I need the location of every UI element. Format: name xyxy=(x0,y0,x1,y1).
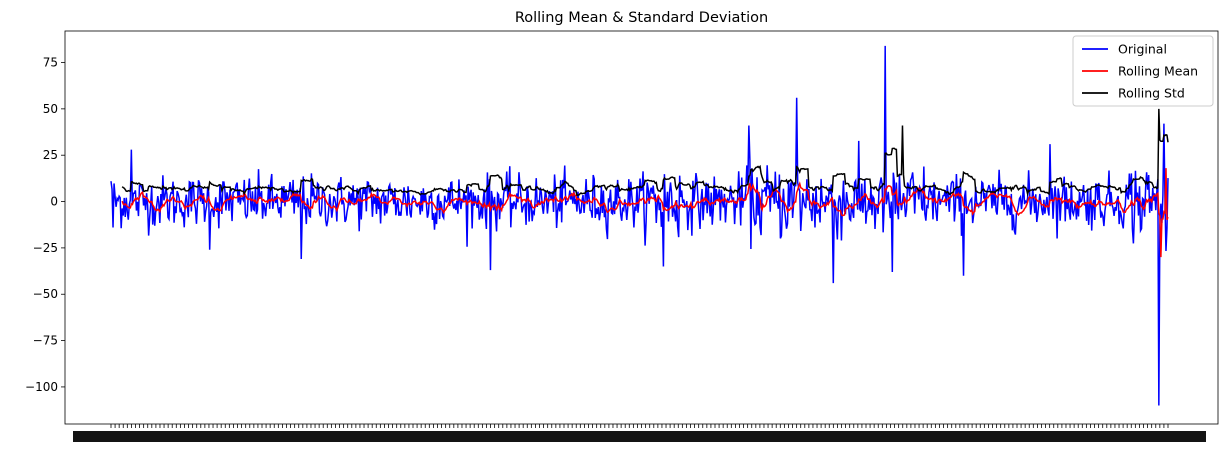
x-tick-labels-overlap xyxy=(73,431,1206,442)
chart-title: Rolling Mean & Standard Deviation xyxy=(515,10,768,26)
y-tick-label: −50 xyxy=(33,287,58,301)
axes-frame xyxy=(64,30,1219,425)
legend-label: Rolling Std xyxy=(1118,86,1185,101)
y-tick-label: 50 xyxy=(43,102,58,116)
y-tick-label: −25 xyxy=(33,241,58,255)
y-tick-label: −100 xyxy=(25,380,58,394)
legend-label: Rolling Mean xyxy=(1118,64,1198,79)
y-tick-label: −75 xyxy=(33,334,58,348)
y-tick-label: 0 xyxy=(50,195,58,209)
series-rolling-mean-line xyxy=(121,168,1169,258)
legend: Original Rolling Mean Rolling Std xyxy=(1072,35,1214,107)
legend-box xyxy=(1072,35,1214,107)
x-axis xyxy=(73,424,1206,442)
legend-label: Original xyxy=(1118,42,1167,57)
y-tick-label: 75 xyxy=(43,56,58,70)
y-axis: 75 50 25 0 −25 −50 −75 −100 xyxy=(25,56,65,394)
series-rolling-std-line xyxy=(121,108,1169,197)
y-tick-label: 25 xyxy=(43,148,58,162)
series-original-line xyxy=(110,45,1169,406)
plot-area xyxy=(110,45,1169,406)
